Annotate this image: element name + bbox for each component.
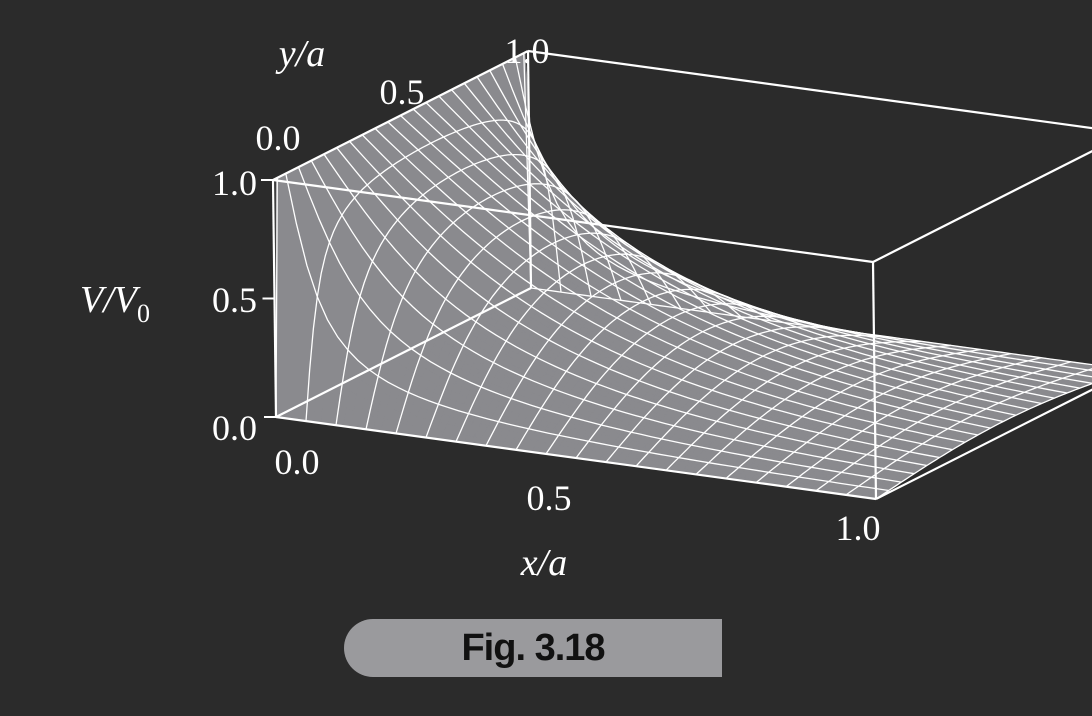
surface-mesh [275,51,1092,500]
